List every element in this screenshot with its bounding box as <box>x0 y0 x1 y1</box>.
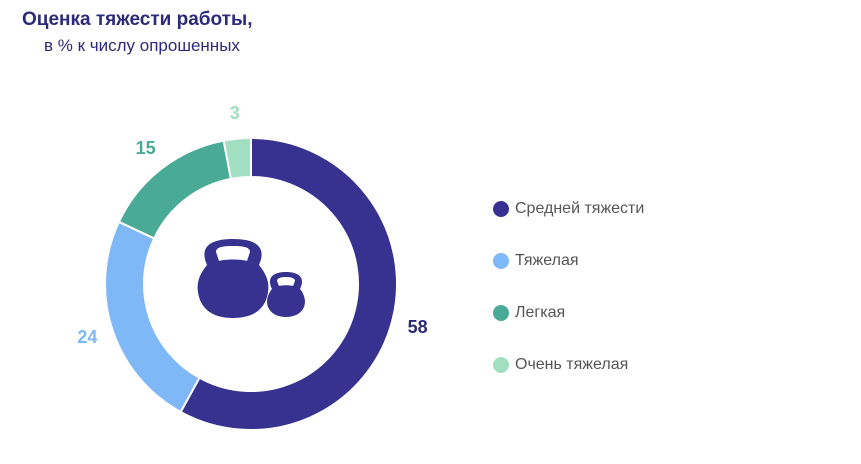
legend-item-tyazhelaya: Тяжелая <box>493 248 644 274</box>
legend-label: Легкая <box>515 304 566 321</box>
chart-subtitle: в % к числу опрошенных <box>44 36 240 55</box>
slice-value-label: 15 <box>136 138 156 158</box>
donut-slice <box>104 220 201 414</box>
legend-item-ochen-tyazhelaya: Очень тяжелая <box>493 352 644 378</box>
slice-value-label: 58 <box>408 317 428 337</box>
chart-title: Оценка тяжести работы, <box>22 9 253 30</box>
donut-slice <box>222 136 252 181</box>
kettlebells-icon <box>197 239 305 318</box>
legend-marker <box>493 253 509 269</box>
legend-item-legkaya: Легкая <box>493 300 644 326</box>
legend-label: Тяжелая <box>515 252 579 269</box>
legend-item-srednej-tyazhesti: Средней тяжести <box>493 196 644 222</box>
chart-legend: Средней тяжести Тяжелая Легкая Очень тяж… <box>493 196 644 404</box>
legend-marker <box>493 201 509 217</box>
legend-label: Очень тяжелая <box>515 356 629 373</box>
slice-value-label: 3 <box>230 103 240 123</box>
slice-value-label: 24 <box>77 327 97 347</box>
legend-marker <box>493 357 509 373</box>
legend-label: Средней тяжести <box>515 200 645 217</box>
donut-slices <box>104 136 398 431</box>
legend-marker <box>493 305 509 321</box>
value-labels: 58 24 15 3 <box>77 103 427 347</box>
donut-slice <box>179 136 398 431</box>
